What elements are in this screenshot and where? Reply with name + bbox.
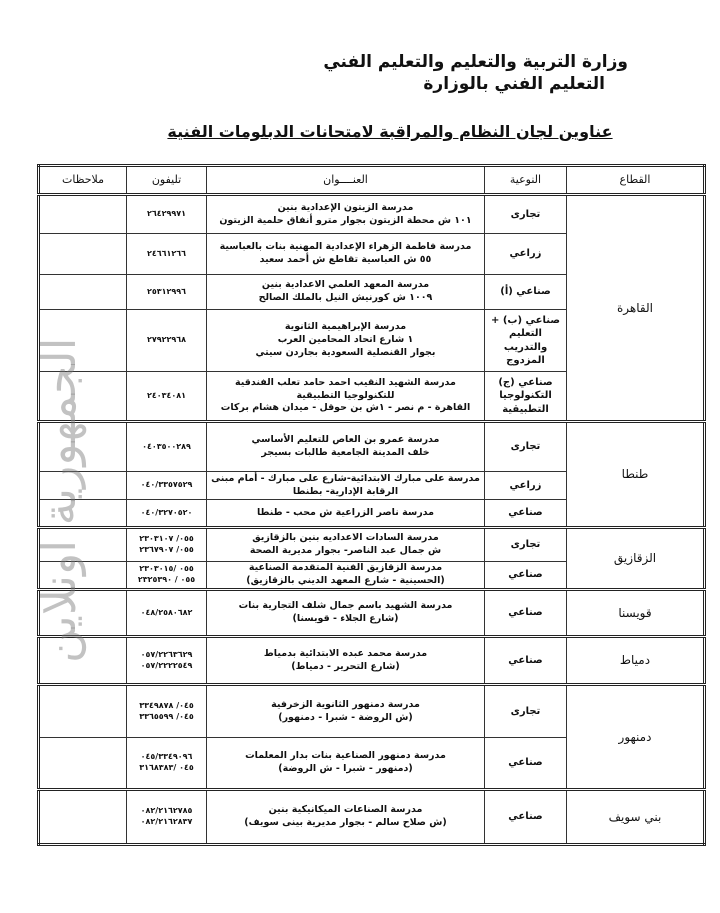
address-cell: مدرسة دمنهور الثانوية الزخرفية (ش الروضة…	[206, 683, 485, 738]
notes-cell	[38, 193, 127, 234]
phone-cell: ٠٤٠/٣٣٥٧٥٢٩	[126, 471, 207, 500]
type-cell: تجارى	[484, 526, 567, 562]
sector-cell: دمياط	[566, 635, 705, 685]
address-cell: مدرسة الزيتون الإعدادية بنين ١٠١ ش محطة …	[206, 193, 485, 234]
address-cell: مدرسة المعهد العلمي الاعدادية بنين ١٠٠٩ …	[206, 274, 485, 310]
col-notes: ملاحظات	[38, 165, 127, 196]
phone-cell: ٢٤٦٦١٢٦٦	[126, 233, 207, 275]
type-cell: تجارى	[484, 420, 567, 472]
col-type: النوعية	[484, 165, 567, 196]
type-cell: تجارى	[484, 193, 567, 234]
type-cell: صناعي	[484, 561, 567, 590]
table-row: صناعي مدرسة الزقازيق الفنية المتقدمة الصن…	[38, 561, 705, 590]
col-address: العنــــوان	[206, 165, 485, 196]
phone-cell: ٠٥٧/٢٢٦٣٦٢٩ ٠٥٧/٢٢٢٢٥٤٩	[126, 635, 207, 685]
phone-cell: ٠٤٠٣٥٠٠٢٨٩	[126, 420, 207, 472]
phone-cell: ٠٥٥/ ٢٣٠٣١٠٧ ٠٥٥/ ٢٣٦٧٩٠٧	[126, 526, 207, 562]
phone-cell: ٢٥٣١٢٩٩٦	[126, 274, 207, 310]
col-sector: القطاع	[566, 165, 705, 196]
table-header-row: القطاع النوعية العنــــوان تليفون ملاحظا…	[38, 165, 705, 196]
type-cell: صناعي (ب) + التعليم والتدريب المزدوج	[484, 309, 567, 372]
phone-cell: ٢٧٩٢٢٩٦٨	[126, 309, 207, 372]
ministry-name: وزارة التربية والتعليم والتعليم الفني	[323, 52, 628, 72]
address-cell: مدرسة ناصر الزراعية ش محب - طنطا	[206, 499, 485, 528]
notes-cell	[38, 526, 127, 562]
committees-table: القطاع النوعية العنــــوان تليفون ملاحظا…	[37, 164, 706, 846]
notes-cell	[38, 588, 127, 637]
type-cell: زراعي	[484, 233, 567, 275]
table-row: صناعي (ج) التكنولوجيا التطبيقية مدرسة الش…	[38, 371, 705, 422]
document-title: عناوين لجان النظام والمراقبة لامتحانات ا…	[167, 122, 613, 141]
sector-cell: الزقازيق	[566, 526, 705, 590]
address-cell: مدرسة على مبارك الابتدائية-شارع على مبار…	[206, 471, 485, 500]
phone-cell: ٢٦٤٢٩٩٧١	[126, 193, 207, 234]
phone-cell: ٠٤٨/٢٥٨٠٦٨٢	[126, 588, 207, 637]
notes-cell	[38, 371, 127, 422]
notes-cell	[38, 274, 127, 310]
notes-cell	[38, 471, 127, 500]
phone-cell: ٠٤٥/ ٣٣٤٩٨٧٨ ٠٤٥/ ٣٣٦٥٥٩٩	[126, 683, 207, 738]
type-cell: صناعي	[484, 635, 567, 685]
type-cell: تجارى	[484, 683, 567, 738]
type-cell: زراعي	[484, 471, 567, 500]
address-cell: مدرسة عمرو بن العاص للتعليم الأساسي خلف …	[206, 420, 485, 472]
notes-cell	[38, 233, 127, 275]
sector-cell: قويسنا	[566, 588, 705, 637]
phone-cell: ٠٥٥ /٢٣٠٣٠١٥ ٠٥٥ / ٢٣٢٥٣٩٠	[126, 561, 207, 590]
sector-cell: بني سويف	[566, 788, 705, 845]
table-row: زراعي مدرسة فاطمة الزهراء الإعدادية المهن…	[38, 233, 705, 275]
type-cell: صناعي	[484, 499, 567, 528]
notes-cell	[38, 788, 127, 845]
phone-cell: ٠٤٥/٣٣٤٩٠٩٦ ٠٤٥ /٣١٦٨٣٨٣	[126, 737, 207, 790]
type-cell: صناعي	[484, 788, 567, 845]
table-row: قويسنا صناعي مدرسة الشهيد باسم جمال شلف ال…	[38, 588, 705, 637]
sector-cell: طنطا	[566, 420, 705, 528]
type-cell: صناعي	[484, 737, 567, 790]
notes-cell	[38, 635, 127, 685]
type-cell: صناعي	[484, 588, 567, 637]
department-name: التعليم الفني بالوزارة	[423, 74, 605, 94]
table-row: طنطا تجارى مدرسة عمرو بن العاص للتعليم الأ…	[38, 420, 705, 528]
address-cell: مدرسة دمنهور الصناعية بنات بدار المعلمات…	[206, 737, 485, 790]
table-row: بني سويف صناعي مدرسة الصناعات الميكانيكية …	[38, 788, 705, 845]
table-row: القاهرة تجارى مدرسة الزيتون الإعدادية بنين…	[38, 193, 705, 422]
table-row: صناعي (أ) مدرسة المعهد العلمي الاعدادية ب…	[38, 274, 705, 310]
address-cell: مدرسة الشهيد باسم جمال شلف التجارية بنات…	[206, 588, 485, 637]
address-cell: مدرسة الصناعات الميكانيكية بنين (ش صلاح …	[206, 788, 485, 845]
notes-cell	[38, 683, 127, 738]
notes-cell	[38, 737, 127, 790]
address-cell: مدرسة الشهيد النقيب احمد حامد تعلب الفند…	[206, 371, 485, 422]
table-row: صناعي مدرسة دمنهور الصناعية بنات بدار الم…	[38, 737, 705, 790]
notes-cell	[38, 309, 127, 372]
sector-cell: القاهرة	[566, 193, 705, 422]
address-cell: مدرسة محمد عبده الابتدائية بدمياط (شارع …	[206, 635, 485, 685]
address-cell: مدرسة الزقازيق الفنية المتقدمة الصناعية …	[206, 561, 485, 590]
table-row: الزقازيق تجارى مدرسة السادات الاعداديه بني…	[38, 526, 705, 590]
notes-cell	[38, 420, 127, 472]
sector-cell: دمنهور	[566, 683, 705, 790]
phone-cell: ٠٤٠/٣٢٧٠٥٢٠	[126, 499, 207, 528]
address-cell: مدرسة فاطمة الزهراء الإعدادية المهنية بن…	[206, 233, 485, 275]
phone-cell: ٠٨٢/٢١٦٢٧٨٥ ٠٨٢/٢١٦٢٨٣٧	[126, 788, 207, 845]
notes-cell	[38, 561, 127, 590]
address-cell: مدرسة الإبراهيمية الثانوية ١ شارع اتحاد …	[206, 309, 485, 372]
type-cell: صناعي (أ)	[484, 274, 567, 310]
col-phone: تليفون	[126, 165, 207, 196]
table-row: دمياط صناعي مدرسة محمد عبده الابتدائية بدم…	[38, 635, 705, 685]
phone-cell: ٢٤٠٣٤٠٨١	[126, 371, 207, 422]
type-cell: صناعي (ج) التكنولوجيا التطبيقية	[484, 371, 567, 422]
table-row: صناعي (ب) + التعليم والتدريب المزدوج مدرس…	[38, 309, 705, 372]
table-row: دمنهور تجارى مدرسة دمنهور الثانوية الزخرفي…	[38, 683, 705, 790]
address-cell: مدرسة السادات الاعداديه بنين بالزقازيق ش…	[206, 526, 485, 562]
notes-cell	[38, 499, 127, 528]
